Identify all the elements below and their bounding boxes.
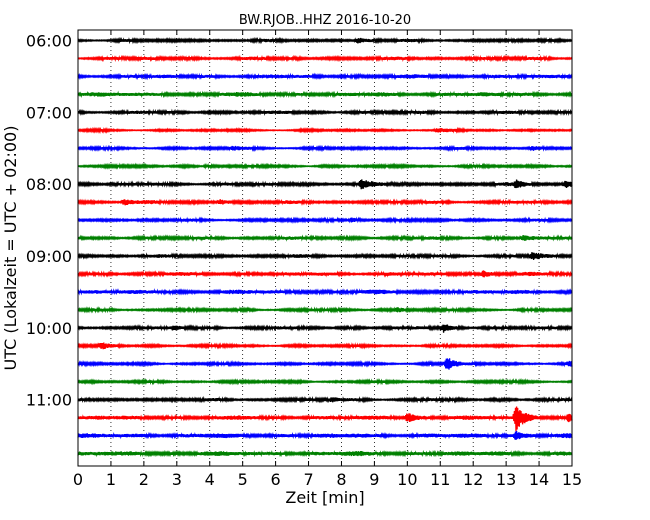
seismogram-trace [77, 449, 573, 458]
x-tick-label: 0 [73, 470, 83, 489]
seismogram-trace [77, 342, 573, 350]
seismogram-trace [77, 395, 573, 404]
x-tick-label: 8 [336, 470, 346, 489]
x-tick-label: 13 [496, 470, 516, 489]
y-axis-label: UTC (Lokalzeit = UTC + 02:00) [1, 126, 20, 371]
y-tick-label: 08:00 [26, 175, 72, 194]
seismogram-trace [77, 324, 573, 333]
seismogram-trace [77, 377, 573, 386]
seismogram-trace [77, 216, 573, 224]
seismogram-traces [77, 36, 573, 458]
y-tick-label: 09:00 [26, 247, 72, 266]
x-tick-label: 14 [529, 470, 549, 489]
seismogram-trace [77, 36, 573, 45]
y-tick-label: 10:00 [26, 319, 72, 338]
x-tick-label: 1 [106, 470, 116, 489]
seismogram-trace [77, 306, 573, 314]
y-tick-label: 07:00 [26, 103, 72, 122]
seismogram-trace [77, 90, 573, 99]
x-tick-label: 9 [369, 470, 379, 489]
grid-lines [110, 30, 540, 466]
x-tick-label: 15 [562, 470, 582, 489]
seismogram-trace [77, 406, 573, 432]
x-tick-label: 11 [430, 470, 450, 489]
seismogram-trace [77, 288, 573, 296]
x-tick-label: 12 [463, 470, 483, 489]
seismogram-trace [77, 179, 573, 190]
x-tick-label: 3 [172, 470, 182, 489]
seismogram-trace [77, 234, 573, 242]
x-tick-label: 6 [271, 470, 281, 489]
x-tick-label: 5 [238, 470, 248, 489]
seismogram-trace [77, 270, 573, 278]
x-tick-label: 7 [303, 470, 313, 489]
seismogram-trace [77, 252, 573, 260]
chart-title: BW.RJOB..HHZ 2016-10-20 [239, 13, 411, 28]
y-axis-ticks: 06:00 07:00 08:00 09:00 10:00 11:00 [26, 32, 572, 410]
x-tick-label: 10 [397, 470, 417, 489]
seismogram-trace [77, 126, 573, 135]
seismogram-trace [77, 198, 573, 206]
seismogram-trace [77, 430, 573, 440]
x-axis-ticks: 0 1 2 3 4 5 6 7 8 9 10 11 12 13 14 15 [73, 30, 582, 489]
seismogram-trace [77, 72, 573, 81]
seismogram-trace [77, 108, 573, 117]
seismogram-trace [77, 54, 573, 63]
seismogram-trace [77, 162, 573, 170]
x-tick-label: 4 [205, 470, 215, 489]
x-tick-label: 2 [139, 470, 149, 489]
seismogram-trace [77, 358, 573, 370]
seismogram-trace [77, 144, 573, 153]
x-axis-label: Zeit [min] [285, 488, 364, 507]
y-tick-label: 11:00 [26, 391, 72, 410]
plot-frame [77, 29, 573, 467]
y-tick-label: 06:00 [26, 32, 72, 51]
